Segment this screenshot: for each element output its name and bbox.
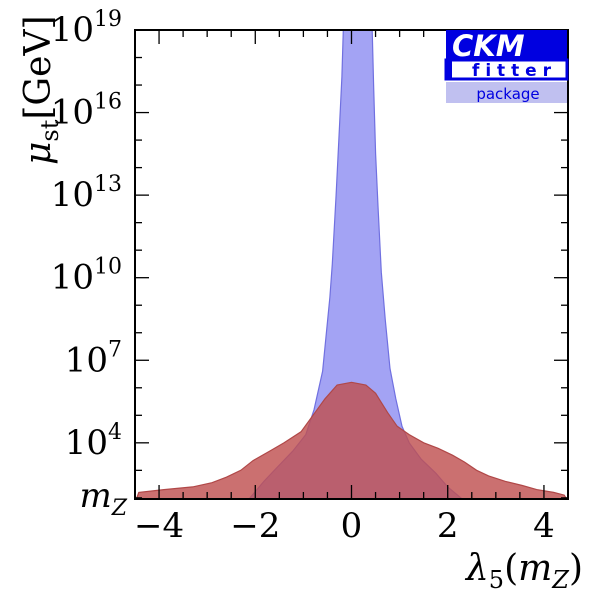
x-tick-labels: −4 −2 0 2 4 — [134, 506, 555, 546]
x-tick-label: 4 — [533, 506, 555, 546]
x-tick-label: 2 — [437, 506, 459, 546]
y-tick-label: 1019 — [51, 7, 122, 50]
x-tick-label: −2 — [230, 506, 280, 546]
logo-mid-left — [446, 60, 452, 79]
y-tick-labels: mZ 104 107 1010 1013 1016 1019 — [51, 7, 128, 521]
logo-fitter-text: f i t t e r — [472, 61, 552, 81]
y-axis-title: μst[GeV] — [18, 15, 64, 165]
y-tick-label: mZ — [79, 476, 127, 521]
logo-package-text: package — [476, 85, 539, 103]
x-tick-label: 0 — [341, 506, 363, 546]
ckmfitter-logo: CKM f i t t e r package — [444, 29, 569, 103]
logo-ckm-text: CKM — [452, 29, 525, 63]
y-tick-label: 1013 — [51, 172, 122, 215]
y-tick-label: 1010 — [51, 255, 122, 298]
plot-frame — [134, 29, 569, 500]
area-series-2 — [135, 381, 568, 500]
logo-bottom-block — [446, 82, 567, 103]
logo-top-block — [446, 30, 567, 60]
y-tick-label: 104 — [65, 420, 122, 463]
x-tick-label: −4 — [134, 506, 184, 546]
y-tick-label: 107 — [65, 337, 122, 380]
y-tick-label: 1016 — [51, 90, 122, 133]
chart-areas — [135, 29, 568, 500]
x-axis-title: λ5(mZ) — [464, 548, 583, 594]
